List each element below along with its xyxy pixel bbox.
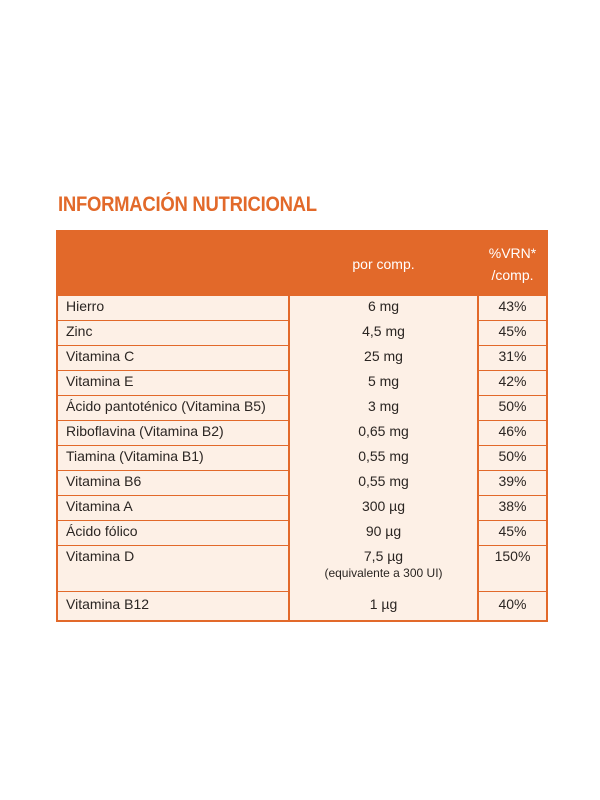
row-divider: [58, 420, 546, 421]
nutrient-amount: 300 µg: [361, 498, 406, 514]
nutrient-amount: 0,55 mg: [358, 473, 409, 489]
nutrient-name: Vitamina B12: [66, 596, 150, 612]
table-header: por comp. %VRN* /comp.: [58, 232, 546, 296]
table-row: Tiamina (Vitamina B1) 0,55 mg 50%: [58, 446, 546, 470]
row-divider: [58, 495, 546, 496]
nutrient-name: Ácido fólico: [66, 523, 138, 539]
row-divider: [58, 320, 546, 321]
nutrient-name: Vitamina E: [66, 373, 134, 389]
header-vrn: %VRN* /comp.: [479, 232, 546, 296]
row-divider: [58, 345, 546, 346]
table-row: Ácido pantoténico (Vitamina B5) 3 mg 50%: [58, 396, 546, 420]
nutrient-amount: 7,5 µg: [363, 548, 404, 564]
row-divider: [58, 520, 546, 521]
table-row: Vitamina B6 0,55 mg 39%: [58, 471, 546, 495]
nutrient-name: Vitamina A: [66, 498, 133, 514]
page-title: INFORMACIÓN NUTRICIONAL: [58, 193, 317, 216]
nutrient-vrn: 50%: [498, 448, 527, 464]
nutrient-amount: 6 mg: [367, 298, 400, 314]
nutrient-amount: 0,55 mg: [358, 448, 409, 464]
nutrient-name: Vitamina D: [66, 548, 135, 564]
nutrient-name: Vitamina C: [66, 348, 135, 364]
nutrient-vrn: 43%: [498, 298, 527, 314]
nutrient-amount-note: (equivalente a 300 UI): [324, 566, 443, 580]
row-divider: [58, 395, 546, 396]
table-row: Vitamina E 5 mg 42%: [58, 371, 546, 395]
nutrient-name: Vitamina B6: [66, 473, 142, 489]
nutrient-amount: 3 mg: [367, 398, 400, 414]
nutrient-vrn: 31%: [498, 348, 527, 364]
nutrient-amount: 1 µg: [369, 596, 398, 612]
nutrient-amount-cell: 7,5 µg (equivalente a 300 UI): [290, 548, 477, 581]
nutrient-vrn: 45%: [498, 523, 527, 539]
nutrient-name: Riboflavina (Vitamina B2): [66, 423, 224, 439]
nutrient-amount: 25 mg: [364, 348, 403, 364]
table-row: Riboflavina (Vitamina B2) 0,65 mg 46%: [58, 421, 546, 445]
nutrient-vrn: 45%: [498, 323, 527, 339]
row-divider: [58, 545, 546, 546]
table-row: Vitamina B12 1 µg 40%: [58, 592, 546, 618]
nutrient-vrn: 40%: [498, 596, 527, 612]
table-row: Vitamina D 7,5 µg (equivalente a 300 UI)…: [58, 546, 546, 590]
table-row: Zinc 4,5 mg 45%: [58, 321, 546, 345]
nutrient-name: Hierro: [66, 298, 105, 314]
header-vrn-line2: /comp.: [491, 267, 534, 283]
nutrient-vrn: 39%: [498, 473, 527, 489]
table-row: Vitamina C 25 mg 31%: [58, 346, 546, 370]
nutrient-amount: 5 mg: [367, 373, 400, 389]
table-row: Hierro 6 mg 43%: [58, 296, 546, 320]
nutrition-table: por comp. %VRN* /comp. Hierro 6 mg 43% Z…: [56, 230, 548, 622]
table-row: Ácido fólico 90 µg 45%: [58, 521, 546, 545]
nutrient-vrn: 50%: [498, 398, 527, 414]
nutrient-amount: 0,65 mg: [358, 423, 409, 439]
nutrient-vrn: 46%: [498, 423, 527, 439]
nutrient-vrn: 42%: [498, 373, 527, 389]
nutrient-vrn: 38%: [498, 498, 527, 514]
row-divider: [58, 470, 546, 471]
column-divider: [477, 232, 479, 620]
row-divider: [58, 591, 546, 592]
nutrient-name: Tiamina (Vitamina B1): [66, 448, 204, 464]
nutrient-name: Ácido pantoténico (Vitamina B5): [66, 398, 266, 414]
nutrient-amount: 90 µg: [365, 523, 402, 539]
nutrient-vrn: 150%: [494, 548, 531, 564]
table-row: Vitamina A 300 µg 38%: [58, 496, 546, 520]
header-vrn-line1: %VRN*: [488, 245, 537, 261]
row-divider: [58, 370, 546, 371]
nutrient-amount: 4,5 mg: [362, 323, 405, 339]
row-divider: [58, 445, 546, 446]
header-per-tablet: por comp.: [352, 256, 415, 272]
nutrient-name: Zinc: [66, 323, 93, 339]
column-divider: [288, 232, 290, 620]
